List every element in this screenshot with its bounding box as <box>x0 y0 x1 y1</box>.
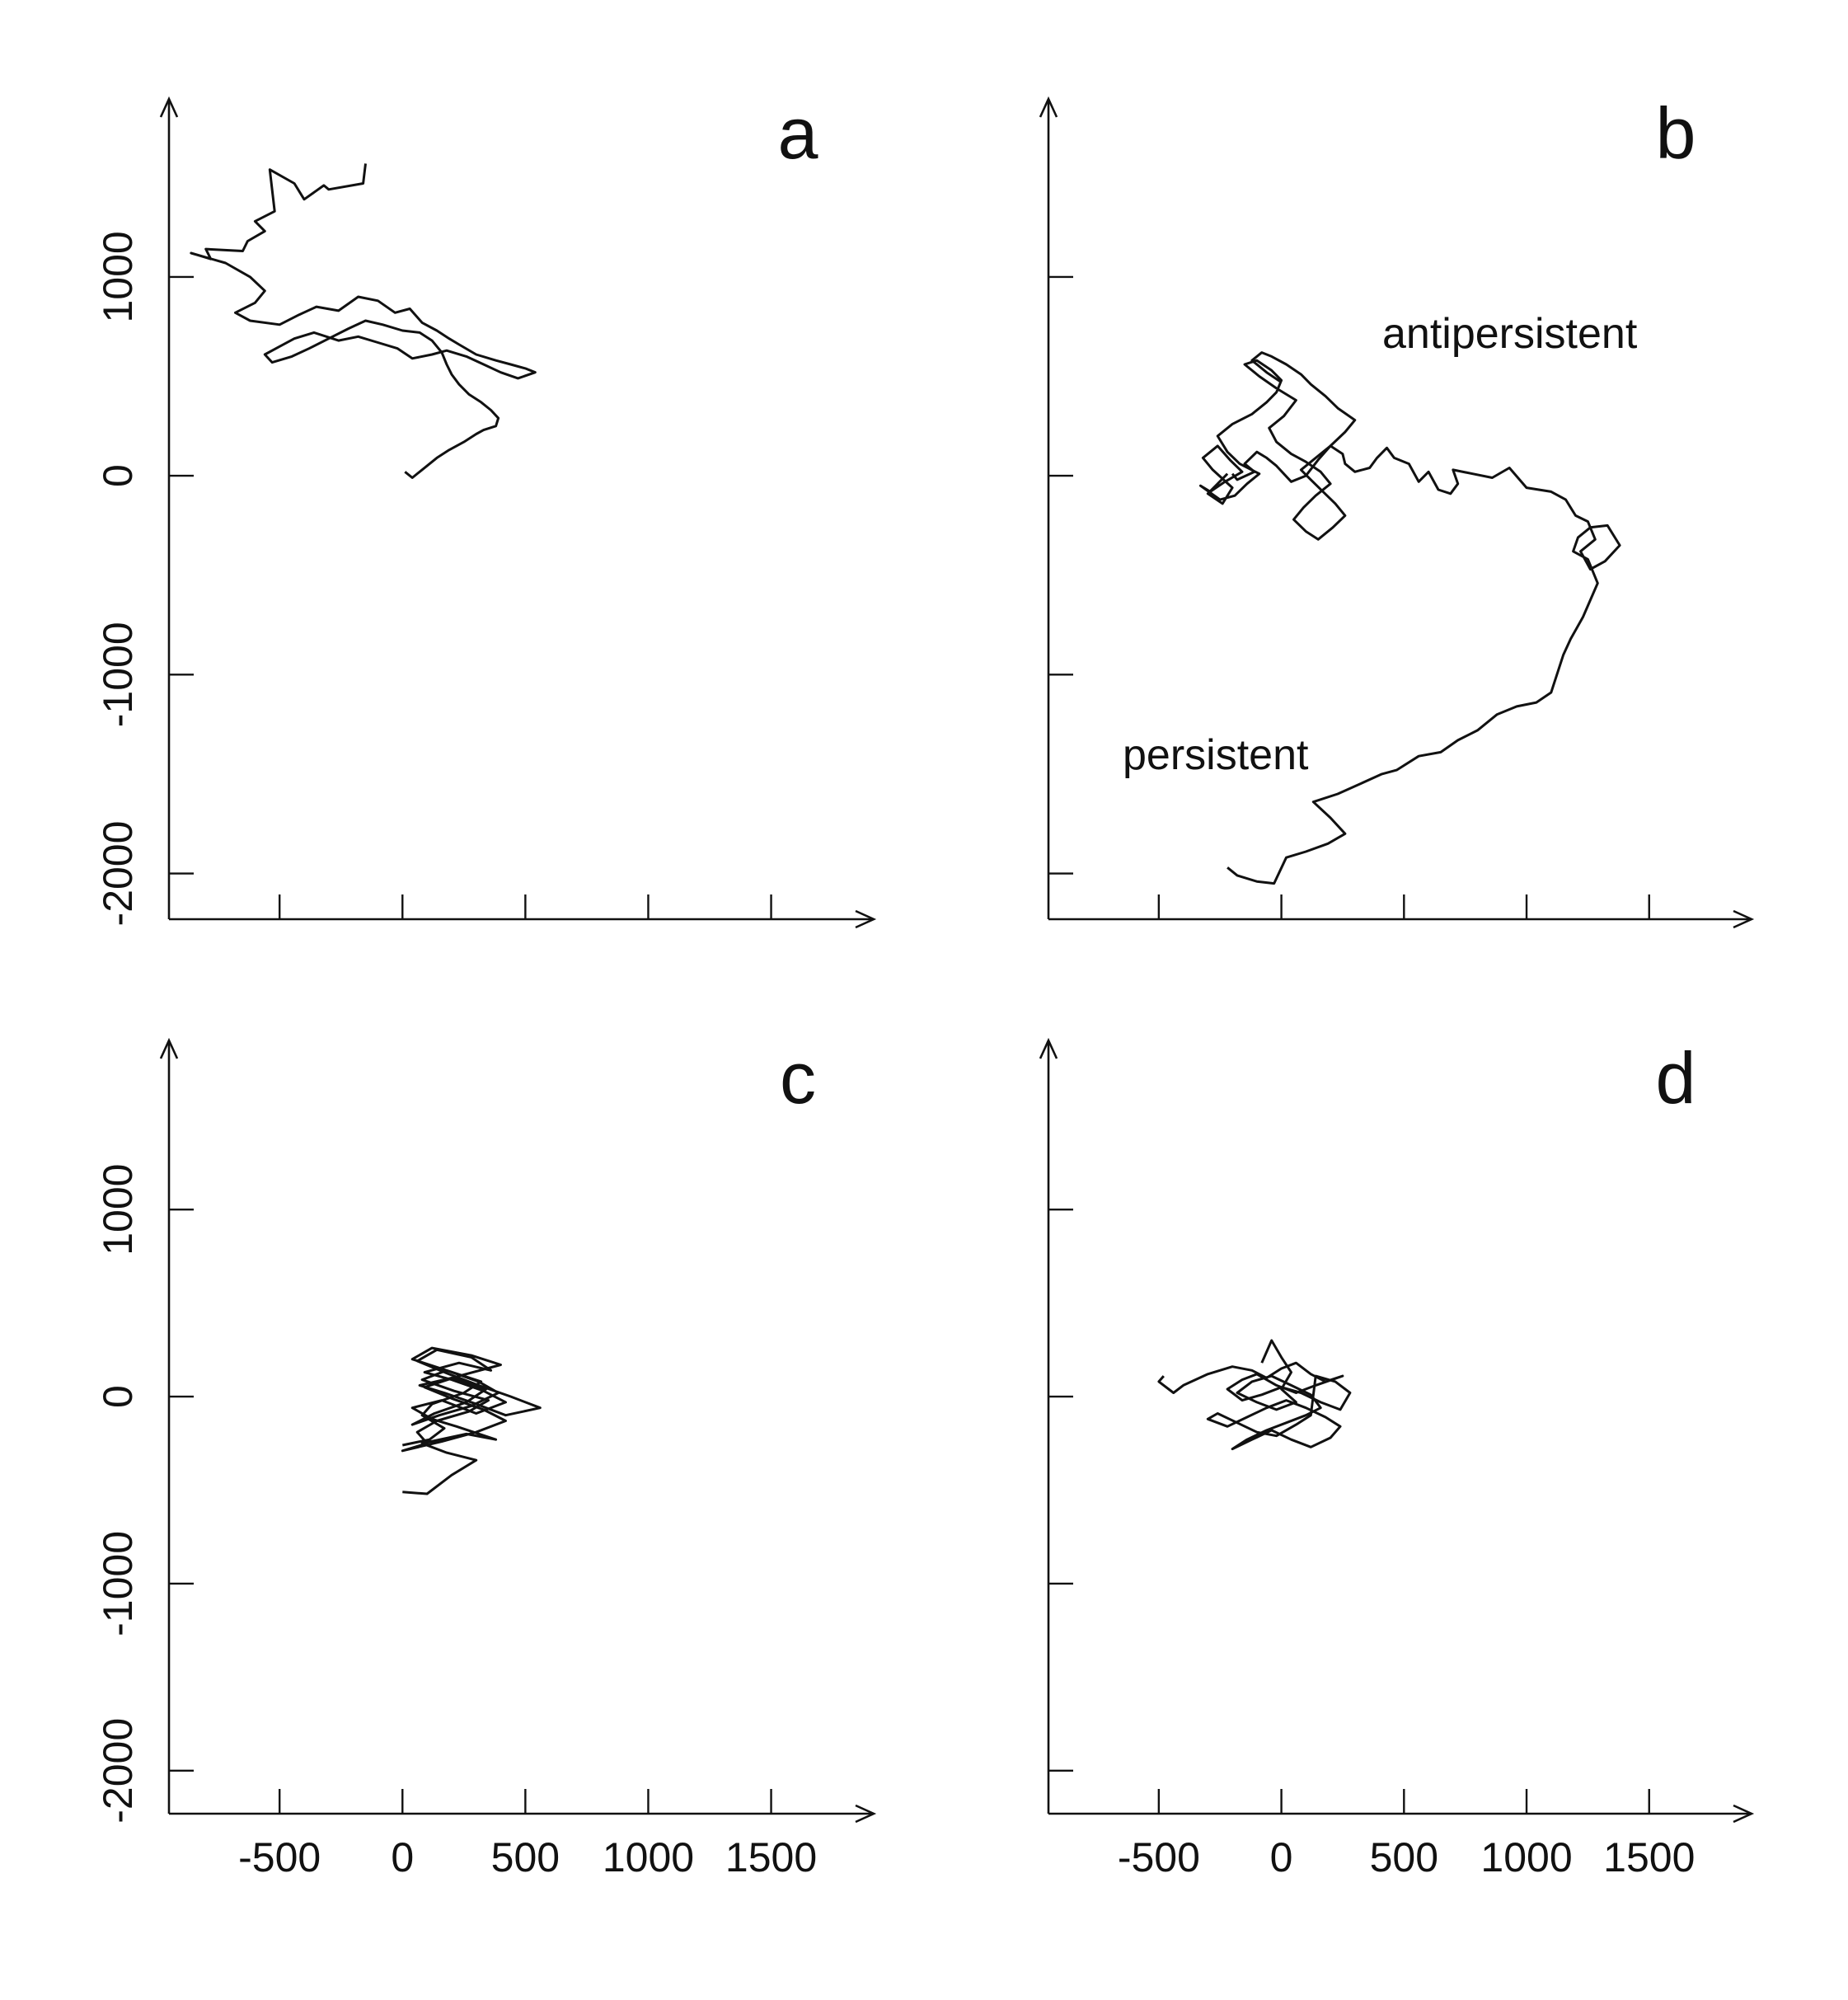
y-tick-label: -2000 <box>95 1718 141 1824</box>
x-axis-arrow <box>1733 909 1755 929</box>
x-tick-label: 1000 <box>1480 1834 1572 1880</box>
x-axis-arrow <box>1733 1804 1755 1824</box>
x-tick-label: 1000 <box>603 1834 694 1880</box>
x-tick-label: 0 <box>1270 1834 1293 1880</box>
y-tick-label: -1000 <box>95 622 141 727</box>
y-axis-arrow <box>1039 1037 1058 1059</box>
y-axis-arrow <box>1039 96 1058 118</box>
y-tick-label: 1000 <box>95 1164 141 1256</box>
x-tick-label: 1500 <box>725 1834 817 1880</box>
y-axis-arrow <box>159 96 179 118</box>
panel-c: 1000 0 -1000 -2000 -500 0 500 1000 1500 c <box>95 1037 877 1880</box>
annotation-label: persistent <box>1123 731 1309 779</box>
panel-letter: d <box>1656 1037 1696 1119</box>
panel-letter: b <box>1656 92 1696 174</box>
x-tick-label: 0 <box>391 1834 414 1880</box>
trajectory-line <box>1198 351 1357 541</box>
panel-a: 1000 0 -1000 -2000 a <box>95 92 877 929</box>
panel-letter: a <box>778 92 818 174</box>
x-axis-arrow <box>855 1804 877 1824</box>
y-tick-label: 0 <box>95 1385 141 1408</box>
y-axis-arrow <box>159 1037 179 1059</box>
trajectory-line <box>190 163 537 479</box>
y-tick-label: -2000 <box>95 821 141 927</box>
x-tick-label: -500 <box>238 1834 321 1880</box>
y-tick-label: 0 <box>95 464 141 487</box>
x-tick-label: -500 <box>1118 1834 1200 1880</box>
trajectory-line <box>1227 444 1621 885</box>
trajectory-line <box>1157 1339 1352 1451</box>
panel-d: -500 0 500 1000 1500 d <box>1039 1037 1755 1880</box>
annotation-label: antipersistent <box>1382 310 1638 358</box>
x-tick-label: 500 <box>491 1834 560 1880</box>
x-tick-label: 500 <box>1370 1834 1438 1880</box>
x-tick-label: 1500 <box>1603 1834 1695 1880</box>
x-axis-arrow <box>855 909 877 929</box>
y-tick-label: 1000 <box>95 231 141 322</box>
trajectory-line <box>401 1346 542 1495</box>
y-tick-label: -1000 <box>95 1531 141 1636</box>
panel-b: b antipersistent persistent <box>1039 92 1755 929</box>
panel-letter: c <box>780 1037 816 1119</box>
